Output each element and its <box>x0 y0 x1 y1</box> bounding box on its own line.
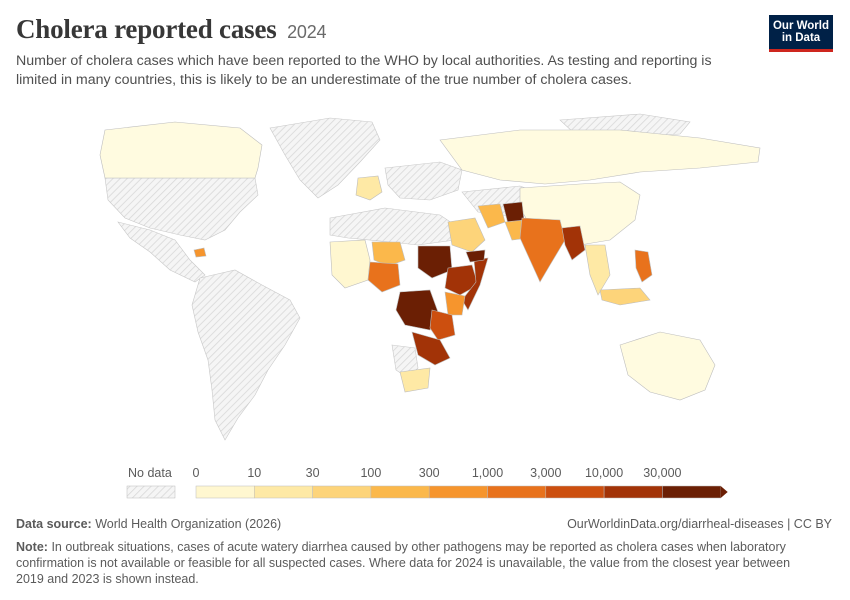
legend-bin-3[interactable] <box>370 485 430 499</box>
chart-subtitle: Number of cholera cases which have been … <box>16 53 712 88</box>
legend-bin-8[interactable] <box>662 485 721 499</box>
tanzania-shape[interactable] <box>429 309 456 341</box>
india-shape[interactable] <box>519 217 566 283</box>
niger-shape[interactable] <box>371 241 406 267</box>
saudi-arabia-shape[interactable] <box>447 217 486 253</box>
legend-tick-label: 30 <box>306 466 320 480</box>
legend-tick-label: 0 <box>193 466 200 480</box>
legend-color-bins <box>195 485 728 499</box>
south-africa-shape[interactable] <box>399 367 431 393</box>
southeast-asia-shape[interactable] <box>584 244 611 296</box>
owid-logo[interactable]: Our World in Data <box>769 15 833 52</box>
canada-shape[interactable] <box>99 121 263 179</box>
legend-tick-label: 3,000 <box>530 466 561 480</box>
somalia-shape[interactable] <box>461 257 489 311</box>
drc-shape[interactable] <box>395 289 439 331</box>
legend-tick-labels: 0 10 30 100 300 1,000 3,000 10,000 30,000 <box>193 466 682 480</box>
source-url-link[interactable]: OurWorldinData.org/diarrheal-diseases | … <box>567 517 832 531</box>
kenya-shape[interactable] <box>444 291 466 316</box>
data-regions <box>99 121 761 401</box>
indonesia-shape[interactable] <box>599 287 651 306</box>
west-africa-shape[interactable] <box>329 239 371 289</box>
logo-line-1: Our World <box>772 20 829 32</box>
north-africa-shape[interactable] <box>329 207 456 246</box>
yemen-shape[interactable] <box>465 249 486 263</box>
data-source: Data source: World Health Organization (… <box>16 517 281 531</box>
zambia-mozambique-shape[interactable] <box>411 331 451 366</box>
legend-tick-label: 100 <box>360 466 381 480</box>
france-shape[interactable] <box>355 175 383 201</box>
legend-tick-label: 30,000 <box>643 466 681 480</box>
legend-no-data-label: No data <box>128 466 172 480</box>
legend-tick-label: 1,000 <box>472 466 503 480</box>
haiti-shape[interactable] <box>193 247 207 258</box>
chart-title: Cholera reported cases 2024 <box>16 14 327 45</box>
source-label: Data source: <box>16 517 92 531</box>
legend-bin-5[interactable] <box>487 485 547 499</box>
sudan-shape[interactable] <box>417 245 453 279</box>
chart-title-text: Cholera reported cases <box>16 14 277 44</box>
logo-line-2: in Data <box>781 32 821 44</box>
note-label: Note: <box>16 540 48 554</box>
legend-bin-1[interactable] <box>254 485 313 499</box>
source-text: World Health Organization (2026) <box>95 517 282 531</box>
russia-shape[interactable] <box>439 129 761 185</box>
legend-bin-6[interactable] <box>545 485 605 499</box>
ethiopia-shape[interactable] <box>444 264 479 296</box>
legend-bin-7[interactable] <box>603 485 663 499</box>
bangladesh-myanmar-shape[interactable] <box>561 225 586 261</box>
legend-bin-2[interactable] <box>312 485 372 499</box>
philippines-shape[interactable] <box>634 249 653 283</box>
australia-shape[interactable] <box>619 331 716 401</box>
no-data-regions <box>104 113 691 441</box>
legend-arrow-tip <box>720 486 728 498</box>
legend-tick-label: 10,000 <box>585 466 623 480</box>
iran-shape[interactable] <box>477 203 506 229</box>
chart-note: Note: In outbreak situations, cases of a… <box>16 539 816 587</box>
legend-tick-label: 10 <box>247 466 261 480</box>
legend-tick-label: 300 <box>419 466 440 480</box>
legend-no-data-swatch <box>126 485 176 499</box>
map-legend: No data 0 10 30 100 300 1,000 3,000 10,000 30,00… <box>126 466 728 499</box>
world-map <box>99 113 761 441</box>
usa-shape[interactable] <box>104 177 259 241</box>
chart-year: 2024 <box>287 22 327 42</box>
legend-bin-4[interactable] <box>428 485 488 499</box>
south-america-shape[interactable] <box>191 269 301 441</box>
note-text: In outbreak situations, cases of acute w… <box>16 540 791 586</box>
eastern-europe-shape[interactable] <box>384 161 463 201</box>
nigeria-shape[interactable] <box>367 261 401 293</box>
legend-bin-0[interactable] <box>195 485 255 499</box>
greenland-shape[interactable] <box>269 117 381 199</box>
